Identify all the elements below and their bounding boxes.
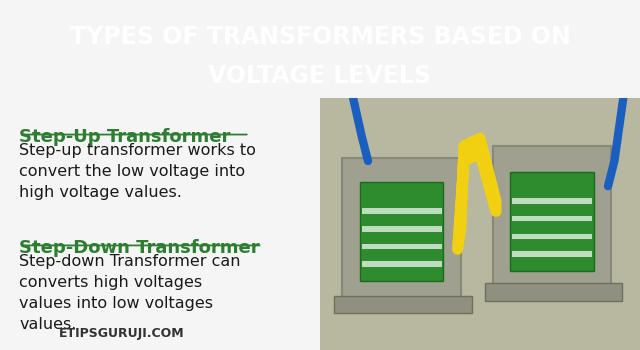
FancyBboxPatch shape <box>342 159 461 302</box>
Text: Step-down Transformer can
converts high voltages
values into low voltages
values: Step-down Transformer can converts high … <box>19 254 241 332</box>
FancyBboxPatch shape <box>511 172 594 271</box>
Text: VOLTAGE LEVELS: VOLTAGE LEVELS <box>209 64 431 89</box>
FancyBboxPatch shape <box>362 208 442 214</box>
Text: Step-up transformer works to
convert the low voltage into
high voltage values.: Step-up transformer works to convert the… <box>19 144 256 200</box>
FancyBboxPatch shape <box>334 296 472 314</box>
FancyBboxPatch shape <box>493 146 611 289</box>
FancyBboxPatch shape <box>512 198 592 204</box>
FancyBboxPatch shape <box>360 182 443 281</box>
FancyBboxPatch shape <box>362 244 442 249</box>
FancyBboxPatch shape <box>512 233 592 239</box>
FancyBboxPatch shape <box>362 261 442 267</box>
FancyBboxPatch shape <box>485 283 622 301</box>
Text: Step-Down Transformer: Step-Down Transformer <box>19 239 260 257</box>
Text: Step-Up Transformer: Step-Up Transformer <box>19 128 230 146</box>
FancyBboxPatch shape <box>320 98 640 350</box>
FancyBboxPatch shape <box>512 216 592 222</box>
Text: ETIPSGURUJI.COM: ETIPSGURUJI.COM <box>59 327 184 340</box>
FancyBboxPatch shape <box>362 226 442 232</box>
Text: TYPES OF TRANSFORMERS BASED ON: TYPES OF TRANSFORMERS BASED ON <box>70 25 570 49</box>
FancyBboxPatch shape <box>512 251 592 257</box>
